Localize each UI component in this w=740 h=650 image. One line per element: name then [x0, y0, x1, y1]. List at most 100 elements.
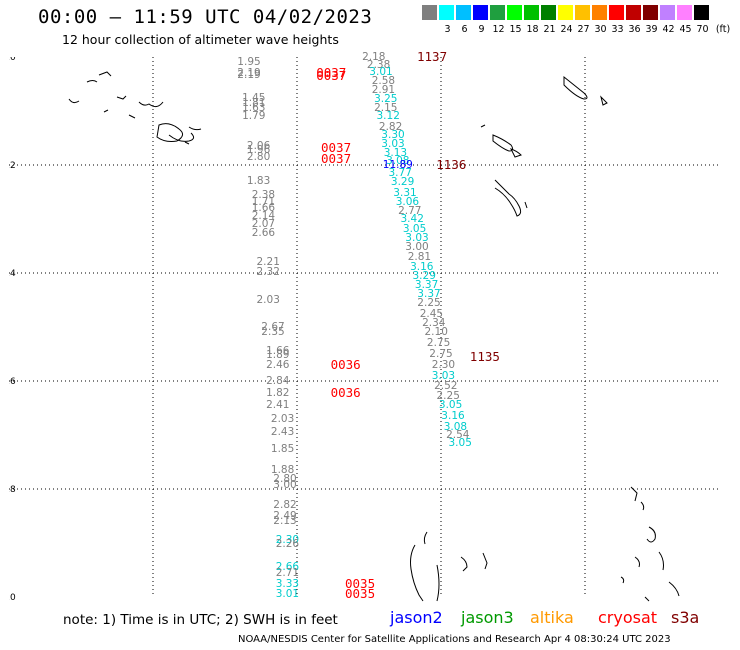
- wave-height-value: 2.75: [426, 336, 451, 349]
- wave-height-value: 2.35: [261, 326, 285, 339]
- color-scale-cell: [643, 5, 659, 20]
- wave-height-value: 3.08: [386, 154, 410, 167]
- color-scale-cell: [541, 5, 557, 20]
- wave-height-value: 3.12: [376, 110, 400, 123]
- wave-height-value: 2.19: [237, 66, 261, 79]
- wave-height-value: 3.29: [390, 176, 415, 189]
- coastline-papua: [68, 71, 195, 142]
- wave-height-value: 3.03: [431, 369, 456, 382]
- wave-height-value: 3.42: [400, 212, 424, 225]
- color-scale-tick-label: 39: [645, 24, 658, 35]
- wave-height-value: 3.00: [405, 240, 429, 253]
- color-scale-cell: [609, 5, 625, 20]
- wave-height-value: 2.30: [275, 534, 300, 547]
- color-scale-cell: [439, 5, 455, 20]
- wave-height-value: 2.38: [366, 58, 391, 71]
- wave-height-value: 2.10: [424, 326, 448, 339]
- wave-height-value: 1.88: [270, 463, 295, 476]
- wave-height-value: 2.66: [275, 561, 300, 574]
- wave-height-value: 3.03: [405, 231, 429, 244]
- color-scale-cell: [694, 5, 710, 20]
- pass-time-label: 0035: [345, 575, 376, 591]
- wave-height-value: 3.03: [381, 138, 405, 151]
- wave-height-value: 2.45: [419, 307, 444, 320]
- wave-height-value: 3.25: [374, 92, 398, 105]
- wave-height-value: 2.77: [398, 204, 422, 217]
- pass-time-label: 0035: [345, 586, 376, 602]
- wave-height-value: 2.82: [378, 120, 403, 133]
- wave-height-value: 1.45: [242, 91, 266, 104]
- latitude-label: -12: [9, 161, 16, 171]
- latitude-label: -10: [9, 57, 16, 63]
- latitude-label: -18: [9, 485, 16, 495]
- color-scale-tick-label: 18: [526, 24, 539, 35]
- wave-height-value: 2.84: [266, 374, 290, 387]
- wave-height-value: 1.79: [242, 110, 266, 123]
- color-scale-tick-label: 27: [577, 24, 590, 35]
- color-scale-cell: [422, 5, 438, 20]
- wave-height-value: 2.38: [251, 188, 276, 201]
- wave-height-value: 2.49: [273, 509, 297, 522]
- satellite-legend-altika: altika: [530, 608, 574, 627]
- wave-height-value: 2.32: [256, 265, 280, 278]
- wave-height-value: 2.82: [273, 498, 297, 511]
- color-scale-cell: [592, 5, 608, 20]
- color-scale-cell: [626, 5, 642, 20]
- color-scale-unit: (ft): [715, 24, 731, 35]
- color-scale-cell: [507, 5, 523, 20]
- wave-height-value: 3.31: [393, 186, 417, 199]
- wave-height-value: 2.58: [371, 75, 396, 88]
- wave-height-value: 2.14: [251, 210, 276, 223]
- color-scale-tick-label: 45: [679, 24, 692, 35]
- wave-height-value: 1.95: [237, 56, 261, 69]
- wave-height-value: 2.18: [362, 50, 386, 63]
- wave-height-value: 2.34: [422, 316, 446, 329]
- wave-height-value: 2.71: [275, 566, 300, 579]
- note-text: note: 1) Time is in UTC; 2) SWH is in fe…: [63, 612, 338, 628]
- coastline-louisiades: [184, 126, 202, 145]
- satellite-legend-jason2: jason2: [390, 608, 443, 627]
- wave-height-value: 2.07: [251, 218, 276, 231]
- color-scale-tick-label: 12: [492, 24, 505, 35]
- pass-time-label: 1136: [436, 156, 467, 172]
- wave-height-value: 3.37: [414, 278, 439, 291]
- pass-time-label: 0037: [321, 139, 352, 155]
- wave-height-value: 2.15: [374, 102, 398, 115]
- wave-height-value: 3.05: [438, 399, 463, 412]
- graticule: [9, 57, 729, 597]
- wave-height-value: 2.91: [371, 84, 396, 97]
- satellite-legend-s3a: s3a: [671, 608, 700, 627]
- wave-height-value: 1.89: [266, 348, 290, 361]
- wave-height-value: 2.75: [429, 347, 453, 360]
- wave-height-value: 3.16: [441, 409, 465, 422]
- wave-height-value: 2.46: [266, 358, 290, 371]
- wave-height-value: 3.05: [448, 436, 472, 449]
- wave-height-value: 2.21: [256, 255, 280, 268]
- wave-height-value: 3.00: [273, 478, 297, 491]
- wave-height-value: 2.66: [251, 226, 276, 239]
- coastline-vanuatu: [620, 486, 680, 602]
- color-scale-cell: [456, 5, 472, 20]
- wave-height-value: 3.01: [369, 65, 393, 78]
- pass-time-label: 0037: [316, 64, 347, 80]
- map-subtitle: 12 hour collection of altimeter wave hei…: [62, 32, 339, 47]
- wave-height-value: 2.03: [270, 412, 295, 425]
- wave-height-value: 3.77: [388, 166, 412, 179]
- pass-time-label: 0037: [321, 150, 352, 166]
- wave-height-value: 1.96: [246, 143, 271, 156]
- latitude-label: -20: [9, 593, 16, 602]
- wave-height-value: 1.63: [242, 102, 266, 115]
- map-title: 00:00 – 11:59 UTC 04/02/2023: [38, 6, 373, 28]
- wave-height-value: 2.03: [256, 293, 280, 306]
- color-scale-cell: [490, 5, 506, 20]
- color-scale-cell: [473, 5, 489, 20]
- wave-height-value: 3.30: [381, 129, 405, 142]
- latitude-label: -16: [9, 377, 16, 387]
- wave-height-value: 2.41: [266, 399, 290, 412]
- wave-height-value: 3.13: [383, 146, 408, 159]
- color-scale-tick-label: 9: [478, 24, 485, 35]
- wave-height-value: 3.29: [412, 269, 436, 282]
- wave-height-value: 1.66: [251, 201, 276, 214]
- pass-time-label: 1137: [417, 48, 448, 64]
- wave-height-value: 1.66: [266, 345, 290, 358]
